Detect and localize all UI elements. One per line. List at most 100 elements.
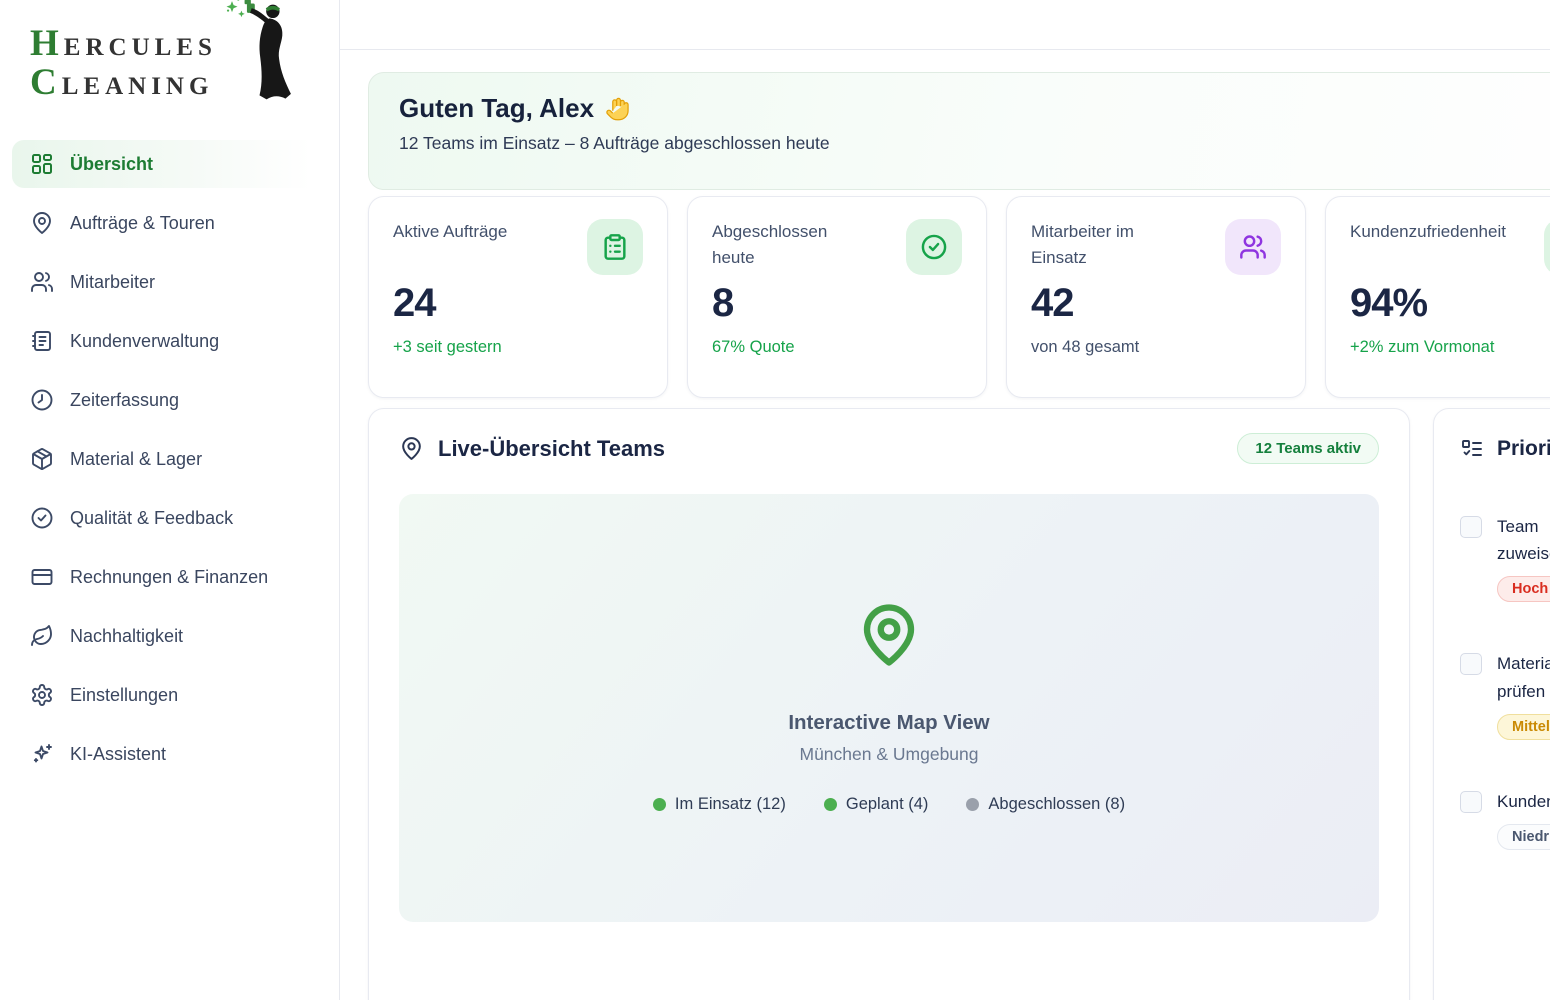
credit-card-icon xyxy=(31,569,53,585)
legend-item-abgeschlossen: Abgeschlossen (8) xyxy=(966,795,1125,814)
brand-wordmark: HERCULES CLEANING xyxy=(30,24,217,102)
sidebar-item-label: Übersicht xyxy=(70,153,154,174)
brand-initial-h: H xyxy=(30,23,64,64)
sidebar-item-material-lager[interactable]: Material & Lager xyxy=(12,435,327,483)
green-dot-icon xyxy=(652,798,666,811)
stat-card-mitarbeiter-im-einsatz: Mitarbeiter im Einsatz 42 von 48 gesamt xyxy=(1006,196,1306,398)
sidebar: HERCULES CLEANING xyxy=(0,0,340,1000)
bottom-row: Live-Übersicht Teams 12 Teams aktiv Inte… xyxy=(368,408,1550,1000)
stat-subtext: +3 seit gestern xyxy=(393,338,502,356)
task-checkbox[interactable] xyxy=(1460,653,1482,676)
brand-initial-c: C xyxy=(30,62,62,104)
stat-value: 42 xyxy=(1031,281,1075,325)
sidebar-item-mitarbeiter[interactable]: Mitarbeiter xyxy=(12,258,327,306)
headband xyxy=(265,5,280,12)
list-checks-icon xyxy=(1462,440,1482,456)
greeting-card: Guten Tag, Alex 12 Teams im Einsatz – 8 … xyxy=(368,72,1550,190)
stat-card-abgeschlossen-heute: Abgeschlossen heute 8 67% Quote xyxy=(687,196,987,398)
task-title-line2: prüfen xyxy=(1497,681,1546,701)
priority-item: Material prüfen Mittel xyxy=(1460,650,1550,740)
map-pin-large-icon xyxy=(856,602,922,673)
wave-emoji-icon xyxy=(606,97,629,121)
users-icon xyxy=(31,272,53,292)
sparkle-icons xyxy=(226,0,245,18)
legend-label: Abgeschlossen (8) xyxy=(988,795,1126,813)
leaf-icon xyxy=(31,625,52,646)
sidebar-item-kundenverwaltung[interactable]: Kundenverwaltung xyxy=(12,317,327,365)
legend-label: Im Einsatz (12) xyxy=(674,795,786,813)
sidebar-item-label: KI-Assistent xyxy=(70,743,167,764)
sidebar-item-label: Einstellungen xyxy=(70,684,179,705)
legend-item-geplant: Geplant (4) xyxy=(823,795,929,814)
check-circle-icon xyxy=(906,219,962,275)
sidebar-item-auftraege-touren[interactable]: Aufträge & Touren xyxy=(12,199,327,247)
brand-line1: ERCULES xyxy=(63,34,217,61)
sidebar-item-label: Mitarbeiter xyxy=(70,271,156,292)
legend-label: Geplant (4) xyxy=(845,795,929,813)
task-title-line1: Material xyxy=(1497,654,1550,674)
sidebar-nav: Übersicht Aufträge & Touren Mitarbeiter … xyxy=(0,120,339,778)
priority-badge-high: Hoch xyxy=(1497,576,1550,603)
users-icon xyxy=(1225,219,1281,275)
top-bar xyxy=(340,0,1550,50)
sidebar-item-ki-assistent[interactable]: KI-Assistent xyxy=(12,730,327,778)
contact-book-icon xyxy=(32,331,51,351)
sidebar-item-uebersicht[interactable]: Übersicht xyxy=(12,140,327,188)
sidebar-item-label: Zeiterfassung xyxy=(70,389,180,410)
green-dot-icon xyxy=(823,798,837,811)
priorities-card: Prioritäten Team zuweisen Hoch xyxy=(1433,408,1550,1000)
sidebar-item-label: Rechnungen & Finanzen xyxy=(70,566,269,587)
stat-value: 94% xyxy=(1350,281,1428,325)
sidebar-item-einstellungen[interactable]: Einstellungen xyxy=(12,671,327,719)
stat-label: Kundenzufriedenheit xyxy=(1350,222,1506,241)
map-pin-icon xyxy=(33,212,51,234)
sidebar-item-qualitaet-feedback[interactable]: Qualität & Feedback xyxy=(12,494,327,542)
map-subtitle: München & Umgebung xyxy=(799,744,979,764)
clock-icon xyxy=(31,389,53,411)
legend-item-im-einsatz: Im Einsatz (12) xyxy=(652,795,786,814)
stat-value: 8 xyxy=(712,281,734,325)
task-title-line1: Kunden xyxy=(1497,791,1550,811)
stat-card-kundenzufriedenheit: Kundenzufriedenheit 94% +2% zum Vormonat xyxy=(1325,196,1550,398)
greeting-title: Guten Tag, Alex xyxy=(399,93,595,123)
sidebar-item-nachhaltigkeit[interactable]: Nachhaltigkeit xyxy=(12,612,327,660)
stats-row: Aktive Aufträge 24 +3 seit gestern Abges… xyxy=(368,196,1550,398)
sidebar-item-rechnungen-finanzen[interactable]: Rechnungen & Finanzen xyxy=(12,553,327,601)
task-title-line1: Team xyxy=(1497,517,1539,536)
stat-value: 24 xyxy=(393,281,437,325)
priorities-list: Team zuweisen Hoch Material prüfen Mitte… xyxy=(1460,513,1550,850)
teams-active-badge: 12 Teams aktiv xyxy=(1237,433,1379,464)
task-checkbox[interactable] xyxy=(1460,516,1482,538)
map-placeholder[interactable]: Interactive Map View München & Umgebung … xyxy=(399,494,1379,922)
priorities-title: Prioritäten xyxy=(1497,437,1550,460)
map-pin-icon xyxy=(402,437,421,460)
brand-logo: HERCULES CLEANING xyxy=(0,0,339,120)
main-area: Guten Tag, Alex 12 Teams im Einsatz – 8 … xyxy=(340,0,1550,1000)
hercules-statue-icon xyxy=(226,0,291,100)
stat-subtext: von 48 gesamt xyxy=(1031,338,1140,356)
greeting-title-row: Guten Tag, Alex xyxy=(399,93,1537,124)
live-teams-card: Live-Übersicht Teams 12 Teams aktiv Inte… xyxy=(368,408,1410,1000)
live-teams-title: Live-Übersicht Teams xyxy=(438,435,666,461)
stat-subtext: 67% Quote xyxy=(712,338,795,356)
clipboard-list-icon xyxy=(587,219,643,275)
package-icon xyxy=(32,448,52,470)
task-title-line2: zuweisen xyxy=(1497,544,1550,564)
live-teams-header: Live-Übersicht Teams 12 Teams aktiv xyxy=(399,433,1379,464)
stat-label: Mitarbeiter im Einsatz xyxy=(1031,222,1134,267)
stat-card-aktive-auftraege: Aktive Aufträge 24 +3 seit gestern xyxy=(368,196,668,398)
sparkles-icon xyxy=(33,744,52,763)
task-checkbox[interactable] xyxy=(1460,790,1482,813)
priorities-header: Prioritäten xyxy=(1460,437,1550,461)
sidebar-item-label: Qualität & Feedback xyxy=(70,507,234,528)
stat-label: Abgeschlossen heute xyxy=(712,222,828,267)
priority-item: Kunden Niedrig xyxy=(1460,788,1550,850)
priority-badge-medium: Mittel xyxy=(1497,713,1550,740)
sidebar-item-label: Aufträge & Touren xyxy=(70,212,215,233)
stat-label: Aktive Aufträge xyxy=(393,222,508,241)
check-circle-icon xyxy=(31,507,53,529)
gear-icon xyxy=(32,684,52,706)
sidebar-item-zeiterfassung[interactable]: Zeiterfassung xyxy=(12,376,327,424)
trending-up-icon xyxy=(1544,219,1550,275)
